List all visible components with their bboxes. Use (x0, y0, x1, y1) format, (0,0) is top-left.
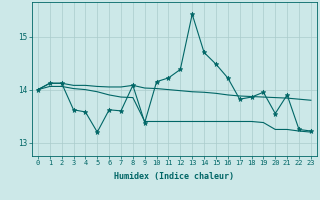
X-axis label: Humidex (Indice chaleur): Humidex (Indice chaleur) (115, 172, 234, 181)
